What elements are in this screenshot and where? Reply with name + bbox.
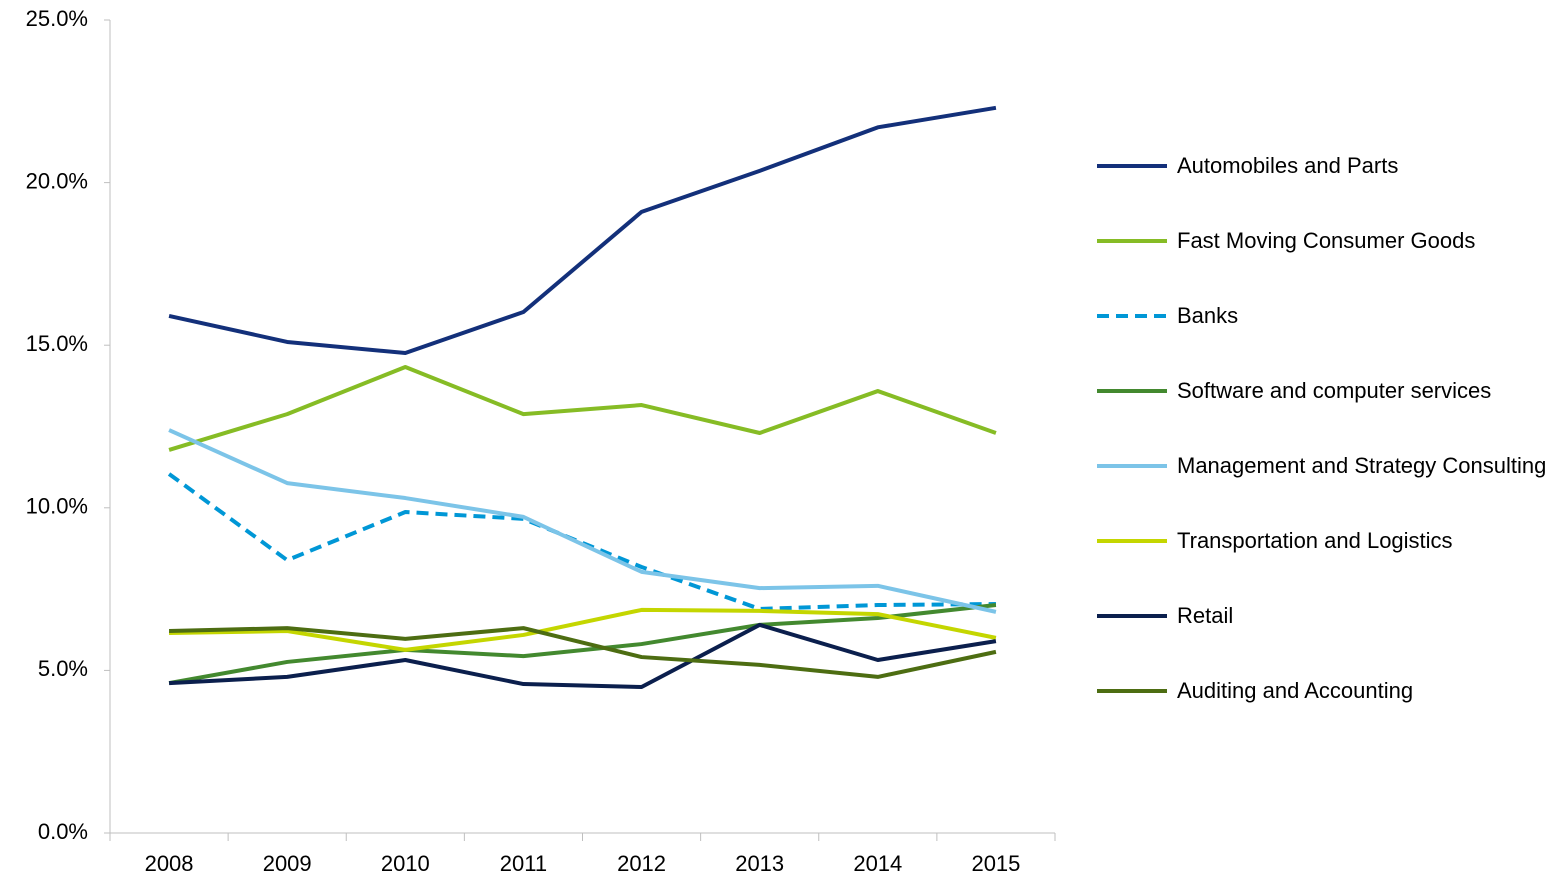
legend-label: Software and computer services bbox=[1177, 378, 1492, 403]
y-tick-label: 10.0% bbox=[26, 494, 88, 519]
series-line bbox=[168, 622, 997, 689]
legend-label: Transportation and Logistics bbox=[1177, 528, 1453, 553]
legend-swatch bbox=[1097, 389, 1167, 393]
series-line bbox=[167, 472, 996, 611]
x-tick-label: 2008 bbox=[145, 851, 194, 876]
y-tick-label: 15.0% bbox=[26, 331, 88, 356]
legend-item: Retail bbox=[1097, 603, 1563, 631]
x-tick-label: 2009 bbox=[263, 851, 312, 876]
legend-swatch bbox=[1097, 464, 1167, 468]
legend-label: Fast Moving Consumer Goods bbox=[1177, 228, 1476, 253]
legend-swatch bbox=[1097, 539, 1167, 543]
legend-swatch bbox=[1097, 164, 1167, 168]
x-tick-label: 2011 bbox=[500, 851, 547, 876]
y-tick-label: 0.0% bbox=[38, 819, 88, 844]
x-tick-label: 2015 bbox=[971, 851, 1020, 876]
x-tick-label: 2013 bbox=[735, 851, 784, 876]
series-line bbox=[169, 607, 997, 652]
legend-label: Retail bbox=[1177, 603, 1234, 628]
x-tick-label: 2014 bbox=[853, 851, 902, 876]
legend-swatch bbox=[1097, 239, 1167, 243]
series-line bbox=[168, 428, 997, 614]
y-tick-label: 25.0% bbox=[26, 6, 88, 31]
legend-label: Auditing and Accounting bbox=[1177, 678, 1414, 703]
legend-swatch bbox=[1097, 614, 1167, 618]
series-line bbox=[168, 105, 997, 356]
legend-item: Auditing and Accounting bbox=[1097, 678, 1563, 706]
legend-label: Banks bbox=[1177, 303, 1239, 328]
series-line bbox=[168, 603, 997, 686]
legend-swatch bbox=[1097, 689, 1167, 693]
series-line bbox=[168, 364, 997, 452]
series-line bbox=[169, 626, 997, 679]
legend-item: Management and Strategy Consulting bbox=[1097, 453, 1563, 481]
legend-item: Banks bbox=[1097, 303, 1563, 331]
legend-item: Transportation and Logistics bbox=[1097, 528, 1563, 556]
legend-label: Management and Strategy Consulting bbox=[1177, 453, 1547, 478]
x-tick-label: 2012 bbox=[617, 851, 666, 876]
y-tick-label: 5.0% bbox=[38, 656, 88, 681]
legend-item: Fast Moving Consumer Goods bbox=[1097, 228, 1563, 256]
legend-item: Automobiles and Parts bbox=[1097, 153, 1563, 181]
legend-swatch bbox=[1097, 314, 1167, 318]
y-tick-label: 20.0% bbox=[26, 168, 88, 193]
legend-item: Software and computer services bbox=[1097, 378, 1563, 406]
legend-label: Automobiles and Parts bbox=[1177, 153, 1399, 178]
x-tick-label: 2010 bbox=[381, 851, 430, 876]
